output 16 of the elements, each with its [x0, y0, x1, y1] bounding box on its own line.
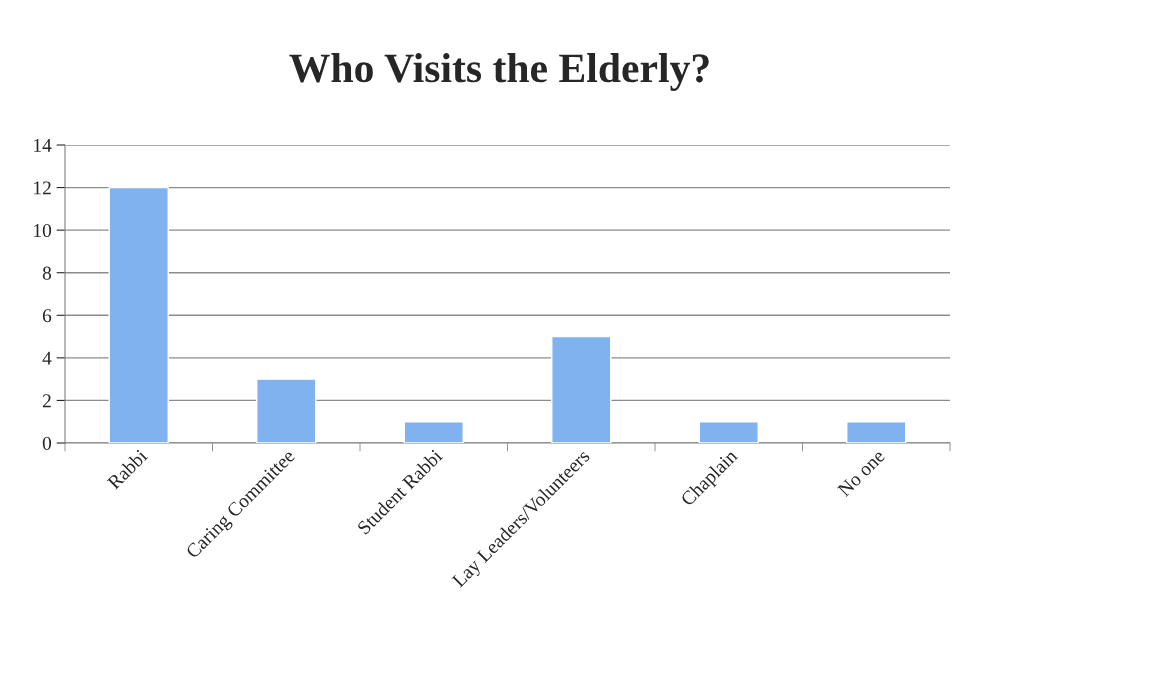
bar [698, 421, 759, 443]
bar [256, 378, 317, 443]
y-tick-label: 2 [42, 394, 51, 408]
bar [846, 421, 907, 443]
chart-title: Who Visits the Elderly? [289, 53, 709, 91]
bar [403, 421, 464, 443]
y-tick-label: 6 [42, 309, 52, 323]
y-tick-label: 14 [34, 138, 52, 152]
y-tick-label: 8 [42, 266, 52, 280]
y-tick-label: 4 [42, 351, 52, 365]
y-tick-label: 10 [34, 223, 52, 238]
bar [551, 335, 612, 443]
bar [108, 186, 169, 443]
x-tick-label: No one [837, 448, 886, 498]
y-tick-label: 0 [42, 436, 52, 450]
y-tick-label: 12 [34, 181, 51, 195]
